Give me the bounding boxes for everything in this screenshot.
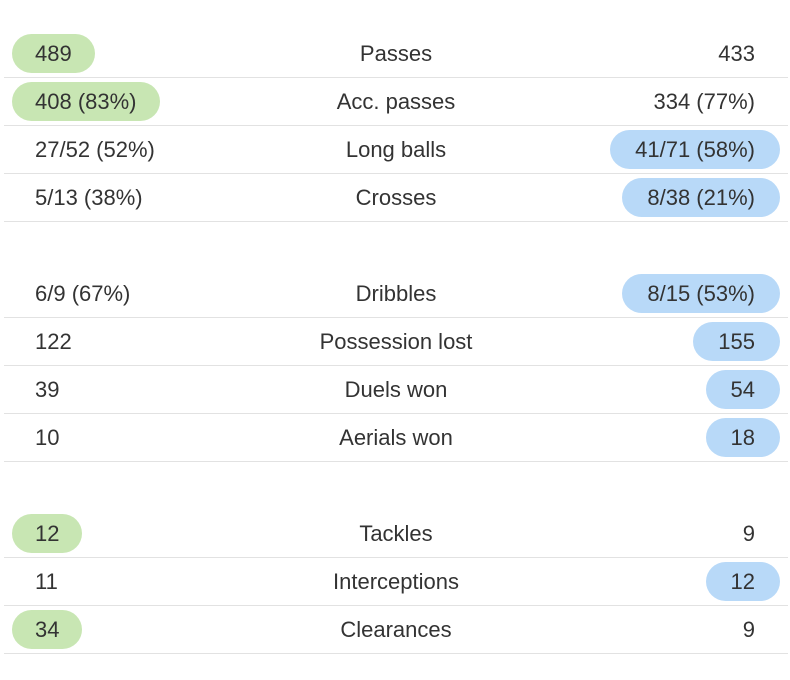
stat-label: Duels won	[344, 377, 448, 402]
home-value: 408 (83%)	[12, 82, 160, 121]
stat-row-acc-passes: Acc. passes 408 (83%) 334 (77%)	[4, 78, 788, 126]
stat-label: Passes	[359, 41, 433, 66]
stat-group-duels: Dribbles 6/9 (67%) 8/15 (53%) Possession…	[4, 270, 788, 462]
away-value: 12	[705, 562, 780, 601]
stat-label: Possession lost	[319, 329, 473, 354]
stat-row-tackles: Tackles 12 9	[4, 510, 788, 558]
stat-row-possession-lost: Possession lost 122 155	[4, 318, 788, 366]
stat-group-passing: Passes 489 433 Acc. passes 408 (83%) 334…	[4, 30, 788, 222]
stat-label: Crosses	[355, 185, 437, 210]
home-value: 122	[35, 329, 72, 354]
away-value: 155	[693, 322, 780, 361]
stat-row-dribbles: Dribbles 6/9 (67%) 8/15 (53%)	[4, 270, 788, 318]
stat-row-clearances: Clearances 34 9	[4, 606, 788, 654]
home-value: 6/9 (67%)	[35, 281, 131, 306]
away-value: 18	[705, 418, 780, 457]
home-value: 10	[35, 425, 60, 450]
stat-row-passes: Passes 489 433	[4, 30, 788, 78]
stat-label: Interceptions	[333, 569, 459, 594]
stat-row-long-balls: Long balls 27/52 (52%) 41/71 (58%)	[4, 126, 788, 174]
home-value: 11	[35, 569, 58, 594]
stat-row-aerials-won: Aerials won 10 18	[4, 414, 788, 462]
away-value: 8/38 (21%)	[622, 178, 780, 217]
away-value: 9	[742, 617, 755, 642]
stat-label: Long balls	[345, 137, 447, 162]
stat-row-duels-won: Duels won 39 54	[4, 366, 788, 414]
away-value: 433	[718, 41, 755, 66]
away-value: 9	[742, 521, 755, 546]
stat-label: Clearances	[340, 617, 452, 642]
away-value: 54	[705, 370, 780, 409]
home-value: 34	[12, 610, 83, 649]
home-value: 39	[35, 377, 60, 402]
stat-label: Tackles	[359, 521, 433, 546]
away-value: 41/71 (58%)	[610, 130, 780, 169]
stat-label: Acc. passes	[336, 89, 456, 114]
away-value: 334 (77%)	[653, 89, 755, 114]
stat-group-defending: Tackles 12 9 Interceptions 11 12 Clearan…	[4, 510, 788, 654]
home-value: 27/52 (52%)	[35, 137, 155, 162]
stat-row-crosses: Crosses 5/13 (38%) 8/38 (21%)	[4, 174, 788, 222]
home-value: 489	[12, 34, 95, 73]
home-value: 12	[12, 514, 83, 553]
stat-row-interceptions: Interceptions 11 12	[4, 558, 788, 606]
stat-label: Dribbles	[355, 281, 437, 306]
stat-label: Aerials won	[339, 425, 453, 450]
away-value: 8/15 (53%)	[622, 274, 780, 313]
home-value: 5/13 (38%)	[35, 185, 143, 210]
